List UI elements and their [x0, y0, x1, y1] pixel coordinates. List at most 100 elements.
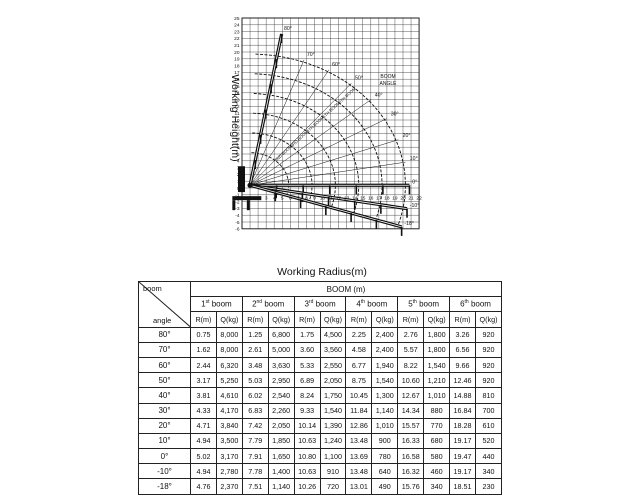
y-tick-label: 5 [237, 152, 240, 158]
y-axis-label: Working Height(m) [229, 74, 241, 161]
y-tick-label: 12 [234, 104, 240, 110]
angle-label: 80° [284, 26, 292, 32]
load-cell: 2,550 [319, 356, 347, 374]
load-cell: 700 [474, 402, 503, 419]
x-tick-label: 5 [281, 195, 284, 201]
boom-number: 6 [460, 300, 465, 310]
radius-cell: 3.17 [190, 372, 217, 389]
radius-cell: 7.51 [241, 478, 269, 495]
angle-label: 60° [332, 62, 340, 68]
radius-cell: 19.47 [449, 448, 476, 465]
radius-cell: 6.77 [345, 356, 373, 374]
y-tick-label: 17 [234, 70, 240, 76]
load-unit-header: Q(kg) [423, 311, 451, 328]
y-tick-label: 19 [234, 57, 240, 63]
radius-cell: 12.86 [345, 417, 373, 434]
x-tick-label: 16 [368, 195, 374, 201]
x-tick-label: 15 [360, 195, 366, 201]
load-cell: 770 [423, 417, 451, 434]
boom-4-header: 4th boom [345, 296, 399, 313]
radius-cell: 3.26 [449, 326, 476, 343]
radius-cell: 13.48 [345, 463, 373, 480]
table-row: 0° 5.02 3,170 7.91 1,650 10.80 1,100 13.69 780 16… [138, 448, 503, 465]
boom-number: 4 [356, 300, 361, 310]
load-cell: 1,140 [267, 478, 295, 495]
angle-cell: -18° [138, 478, 191, 495]
y-tick-label: -3 [235, 206, 240, 212]
x-tick-label: 4 [273, 195, 276, 201]
x-tick-label: 14 [352, 195, 358, 201]
angle-cell: 0° [138, 448, 191, 465]
radius-cell: 2.44 [190, 356, 217, 374]
crane-outrigger-right [246, 200, 250, 211]
radius-cell: 14.34 [397, 402, 425, 419]
load-cell: 580 [423, 448, 451, 465]
x-tick-label: 21 [408, 195, 414, 201]
load-cell: 1,240 [319, 432, 347, 450]
load-cell: 1,800 [423, 341, 451, 358]
boom-ordinal-suffix: th [464, 299, 469, 306]
crane-base-plate [232, 196, 262, 201]
load-cell: 340 [423, 478, 451, 495]
load-cell: 5,250 [215, 372, 243, 389]
radius-cell: 4.94 [190, 463, 217, 480]
load-cell: 610 [474, 417, 503, 434]
y-tick-label: 8 [237, 131, 240, 137]
radius-cell: 7.78 [241, 463, 269, 480]
boom-6-header: 6th boom [449, 296, 502, 313]
unit-header-row: R(m) Q(kg) R(m) Q(kg) R(m) Q(kg) R(m) Q(kg) R(m)… [139, 311, 503, 328]
radius-unit-header: R(m) [449, 311, 476, 328]
angle-ray [249, 139, 399, 186]
angle-cell: 20° [138, 417, 191, 434]
radius-cell: 9.33 [293, 402, 321, 419]
load-cell: 1,400 [267, 463, 295, 480]
radius-cell: 10.63 [293, 432, 321, 450]
load-cell: 2,780 [215, 463, 243, 480]
boom-section-label: 4TH BOOM [305, 115, 325, 134]
x-tick-label: 11 [328, 195, 333, 201]
radius-cell: 12.67 [397, 387, 425, 404]
load-cell: 2,540 [267, 387, 295, 404]
radius-cell: 3.60 [293, 341, 321, 358]
load-cell: 720 [319, 478, 347, 495]
boom-section-label: 6TH BOOM [337, 86, 357, 105]
radius-cell: 3.48 [241, 356, 269, 374]
load-cell: 2,950 [267, 372, 295, 389]
angle-ray [250, 161, 406, 186]
load-cell: 4,500 [319, 326, 347, 343]
load-cell: 1,010 [371, 417, 399, 434]
radius-cell: 6.56 [449, 341, 476, 358]
load-cell: 640 [371, 463, 399, 480]
boom-word: boom [315, 300, 336, 310]
radius-cell: 13.01 [345, 478, 373, 495]
table-corner-cell: boom angle [138, 281, 191, 328]
angle-cell: 30° [138, 402, 191, 419]
angle-cell: 60° [138, 356, 191, 374]
boom-section-label: 5TH BOOM [321, 100, 341, 119]
table-row: -18° 4.76 2,370 7.51 1,140 10.26 720 13.01 490 15… [138, 478, 503, 495]
y-tick-label: 18 [234, 63, 240, 69]
load-cell: 460 [423, 463, 451, 480]
load-cell: 3,840 [215, 417, 243, 434]
angle-label: -18° [404, 221, 414, 227]
x-tick-label: 17 [376, 195, 382, 201]
load-cell: 4,610 [215, 387, 243, 404]
load-unit-header: Q(kg) [319, 311, 347, 328]
table-row: 10° 4.94 3,500 7.79 1,850 10.63 1,240 13.48 900 1… [138, 432, 503, 450]
angle-ray [249, 59, 305, 186]
angle-label: 40° [375, 92, 383, 98]
y-tick-label: -4 [235, 213, 240, 219]
radius-cell: 16.58 [397, 448, 425, 465]
y-tick-label: 3 [237, 165, 240, 171]
load-cell: 2,050 [319, 372, 347, 389]
load-cell: 3,170 [215, 448, 243, 465]
radius-cell: 12.46 [449, 372, 476, 389]
load-cell: 5,000 [267, 341, 295, 358]
y-tick-label: 0 [237, 186, 240, 192]
load-cell: 2,400 [371, 341, 399, 358]
table-row: 60° 2.44 6,320 3.48 3,630 5.33 2,550 6.77 1,940 8… [138, 356, 503, 374]
y-tick-label: 25 [234, 16, 240, 22]
radius-cell: 10.14 [293, 417, 321, 434]
corner-boom-label: boom [143, 284, 162, 293]
